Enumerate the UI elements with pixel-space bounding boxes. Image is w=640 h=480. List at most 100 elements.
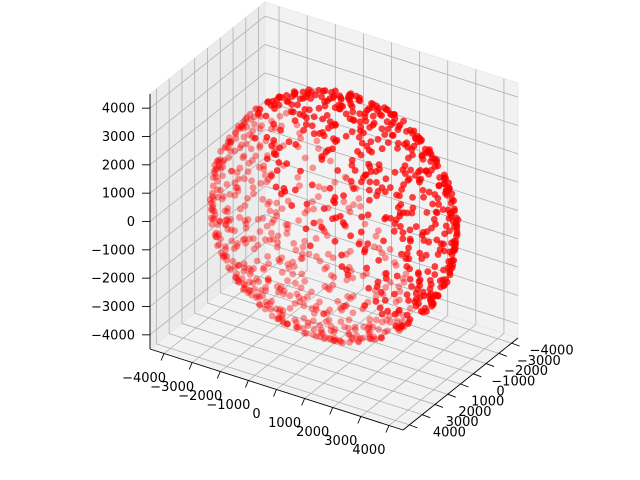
data-point (246, 131, 253, 139)
data-point (336, 212, 344, 220)
data-point (399, 275, 407, 282)
data-point (289, 258, 297, 266)
data-point (357, 123, 365, 131)
data-point (365, 160, 372, 168)
data-point (248, 177, 255, 185)
data-point (249, 127, 257, 135)
data-point (372, 232, 380, 240)
data-point (345, 330, 353, 338)
data-point (213, 233, 221, 241)
data-point (425, 292, 433, 300)
data-point (342, 132, 350, 140)
data-point (242, 239, 250, 247)
data-point (232, 135, 240, 142)
data-point (339, 219, 347, 226)
data-point (364, 240, 372, 248)
data-point (220, 253, 227, 261)
data-point (318, 153, 326, 161)
data-point (276, 285, 284, 293)
data-point (366, 196, 373, 204)
data-point (247, 115, 255, 123)
data-point (231, 192, 239, 199)
data-point (215, 158, 223, 166)
data-point (213, 158, 221, 166)
data-point (331, 194, 339, 201)
data-point (365, 186, 373, 194)
data-point (249, 184, 257, 192)
data-point (219, 192, 227, 200)
data-point (292, 141, 300, 148)
data-point (252, 152, 260, 160)
data-point (304, 206, 311, 214)
z-gridline-left (149, 15, 266, 109)
y-gridline-floor (207, 302, 461, 385)
data-point (280, 290, 287, 298)
data-point (275, 315, 283, 323)
z-gridline-left (149, 185, 266, 279)
data-point (309, 198, 316, 205)
z-gridline-back (264, 242, 519, 325)
data-point (246, 270, 254, 278)
data-point (247, 267, 255, 274)
data-point (300, 314, 308, 322)
data-point (366, 123, 374, 131)
data-point (327, 327, 335, 335)
data-point (373, 316, 380, 324)
y-gridline-floor (220, 292, 474, 375)
data-point (268, 229, 275, 237)
data-point (316, 333, 324, 341)
data-point (275, 288, 282, 296)
data-point (272, 183, 280, 191)
data-point (283, 320, 291, 328)
data-point (360, 129, 367, 137)
y-tick-label: −2000 (504, 364, 548, 379)
data-point (214, 221, 222, 229)
data-point (310, 325, 318, 333)
data-point (262, 112, 270, 120)
data-point (303, 329, 310, 337)
data-point (267, 305, 275, 313)
data-point (211, 231, 219, 239)
data-point (449, 257, 456, 264)
data-point (226, 134, 233, 142)
data-point (357, 335, 364, 342)
data-point (245, 265, 253, 272)
data-point (233, 168, 241, 176)
data-point (228, 237, 236, 245)
data-point (262, 283, 270, 291)
data-point (368, 148, 376, 156)
data-point (440, 281, 448, 289)
data-point (441, 230, 449, 238)
data-point (370, 333, 378, 341)
data-point (383, 316, 390, 324)
data-point (294, 173, 302, 181)
data-point (217, 147, 225, 155)
data-point (382, 284, 390, 291)
data-point (348, 334, 356, 342)
x-tick-label: −2000 (178, 389, 222, 404)
grid-lines (149, 6, 519, 426)
data-point (361, 246, 369, 253)
data-points (206, 86, 462, 347)
data-point (348, 161, 356, 169)
data-point (226, 266, 234, 273)
data-point (218, 195, 226, 203)
data-point (340, 192, 347, 200)
data-point (431, 271, 439, 278)
data-point (357, 228, 365, 236)
data-point (235, 277, 243, 285)
data-point (219, 158, 227, 166)
y-tick-label: 0 (496, 385, 504, 400)
data-point (246, 235, 253, 243)
data-point (334, 297, 342, 305)
data-point (266, 300, 274, 308)
data-point (291, 117, 299, 125)
data-point (223, 252, 231, 260)
y-tick-mark (460, 383, 469, 388)
data-point (355, 96, 363, 104)
data-point (244, 195, 251, 202)
data-point (300, 126, 307, 134)
data-point (401, 140, 408, 148)
data-point (360, 323, 368, 331)
data-point (212, 233, 220, 241)
